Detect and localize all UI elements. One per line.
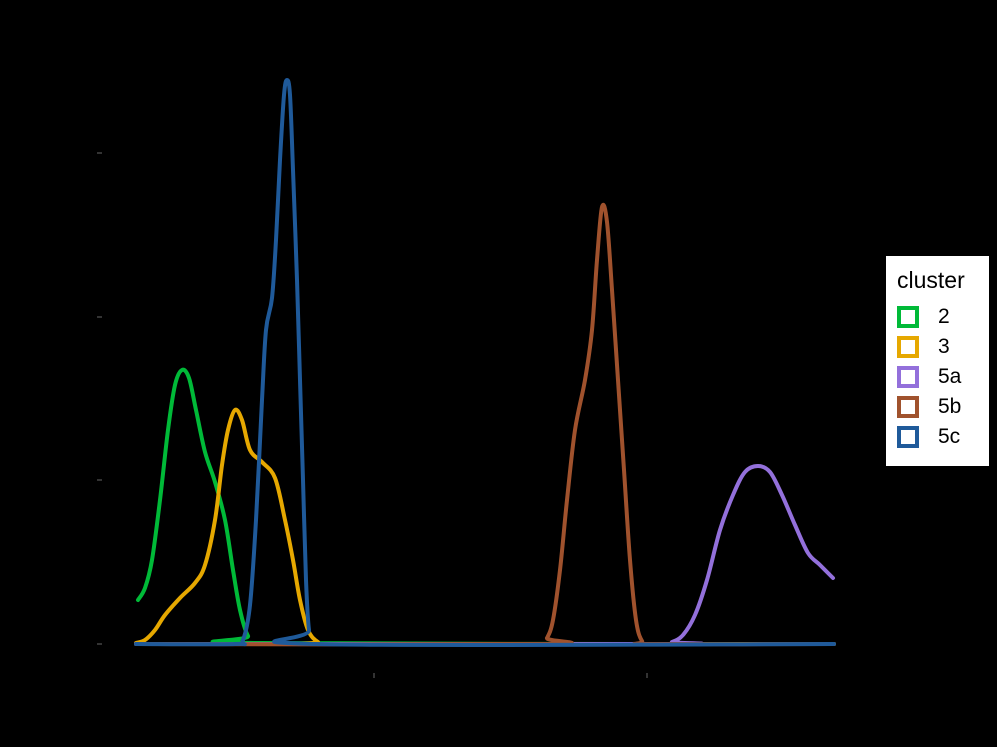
legend-key-5c (897, 426, 919, 448)
legend-key-3 (897, 336, 919, 358)
density-curves (134, 78, 836, 648)
density-curve-5c (134, 78, 836, 648)
legend-item-5a: 5a (897, 362, 989, 392)
axes (97, 152, 648, 678)
density-curve-5b (134, 202, 836, 647)
legend-title: cluster (897, 267, 965, 293)
legend-item-5b: 5b (897, 392, 989, 422)
legend-item-5c: 5c (897, 422, 989, 452)
legend-label: 2 (938, 305, 950, 328)
legend-label: 5c (938, 425, 961, 448)
legend-label: 3 (938, 335, 950, 358)
legend-key-5a (897, 366, 919, 388)
legend-label: 5b (938, 395, 962, 418)
legend-item-3: 3 (897, 332, 989, 362)
legend: cluster 2 3 5a 5b 5c (886, 256, 989, 466)
legend-key-2 (897, 306, 919, 328)
legend-label: 5a (938, 365, 962, 388)
legend-item-2: 2 (897, 302, 989, 332)
legend-key-5b (897, 396, 919, 418)
